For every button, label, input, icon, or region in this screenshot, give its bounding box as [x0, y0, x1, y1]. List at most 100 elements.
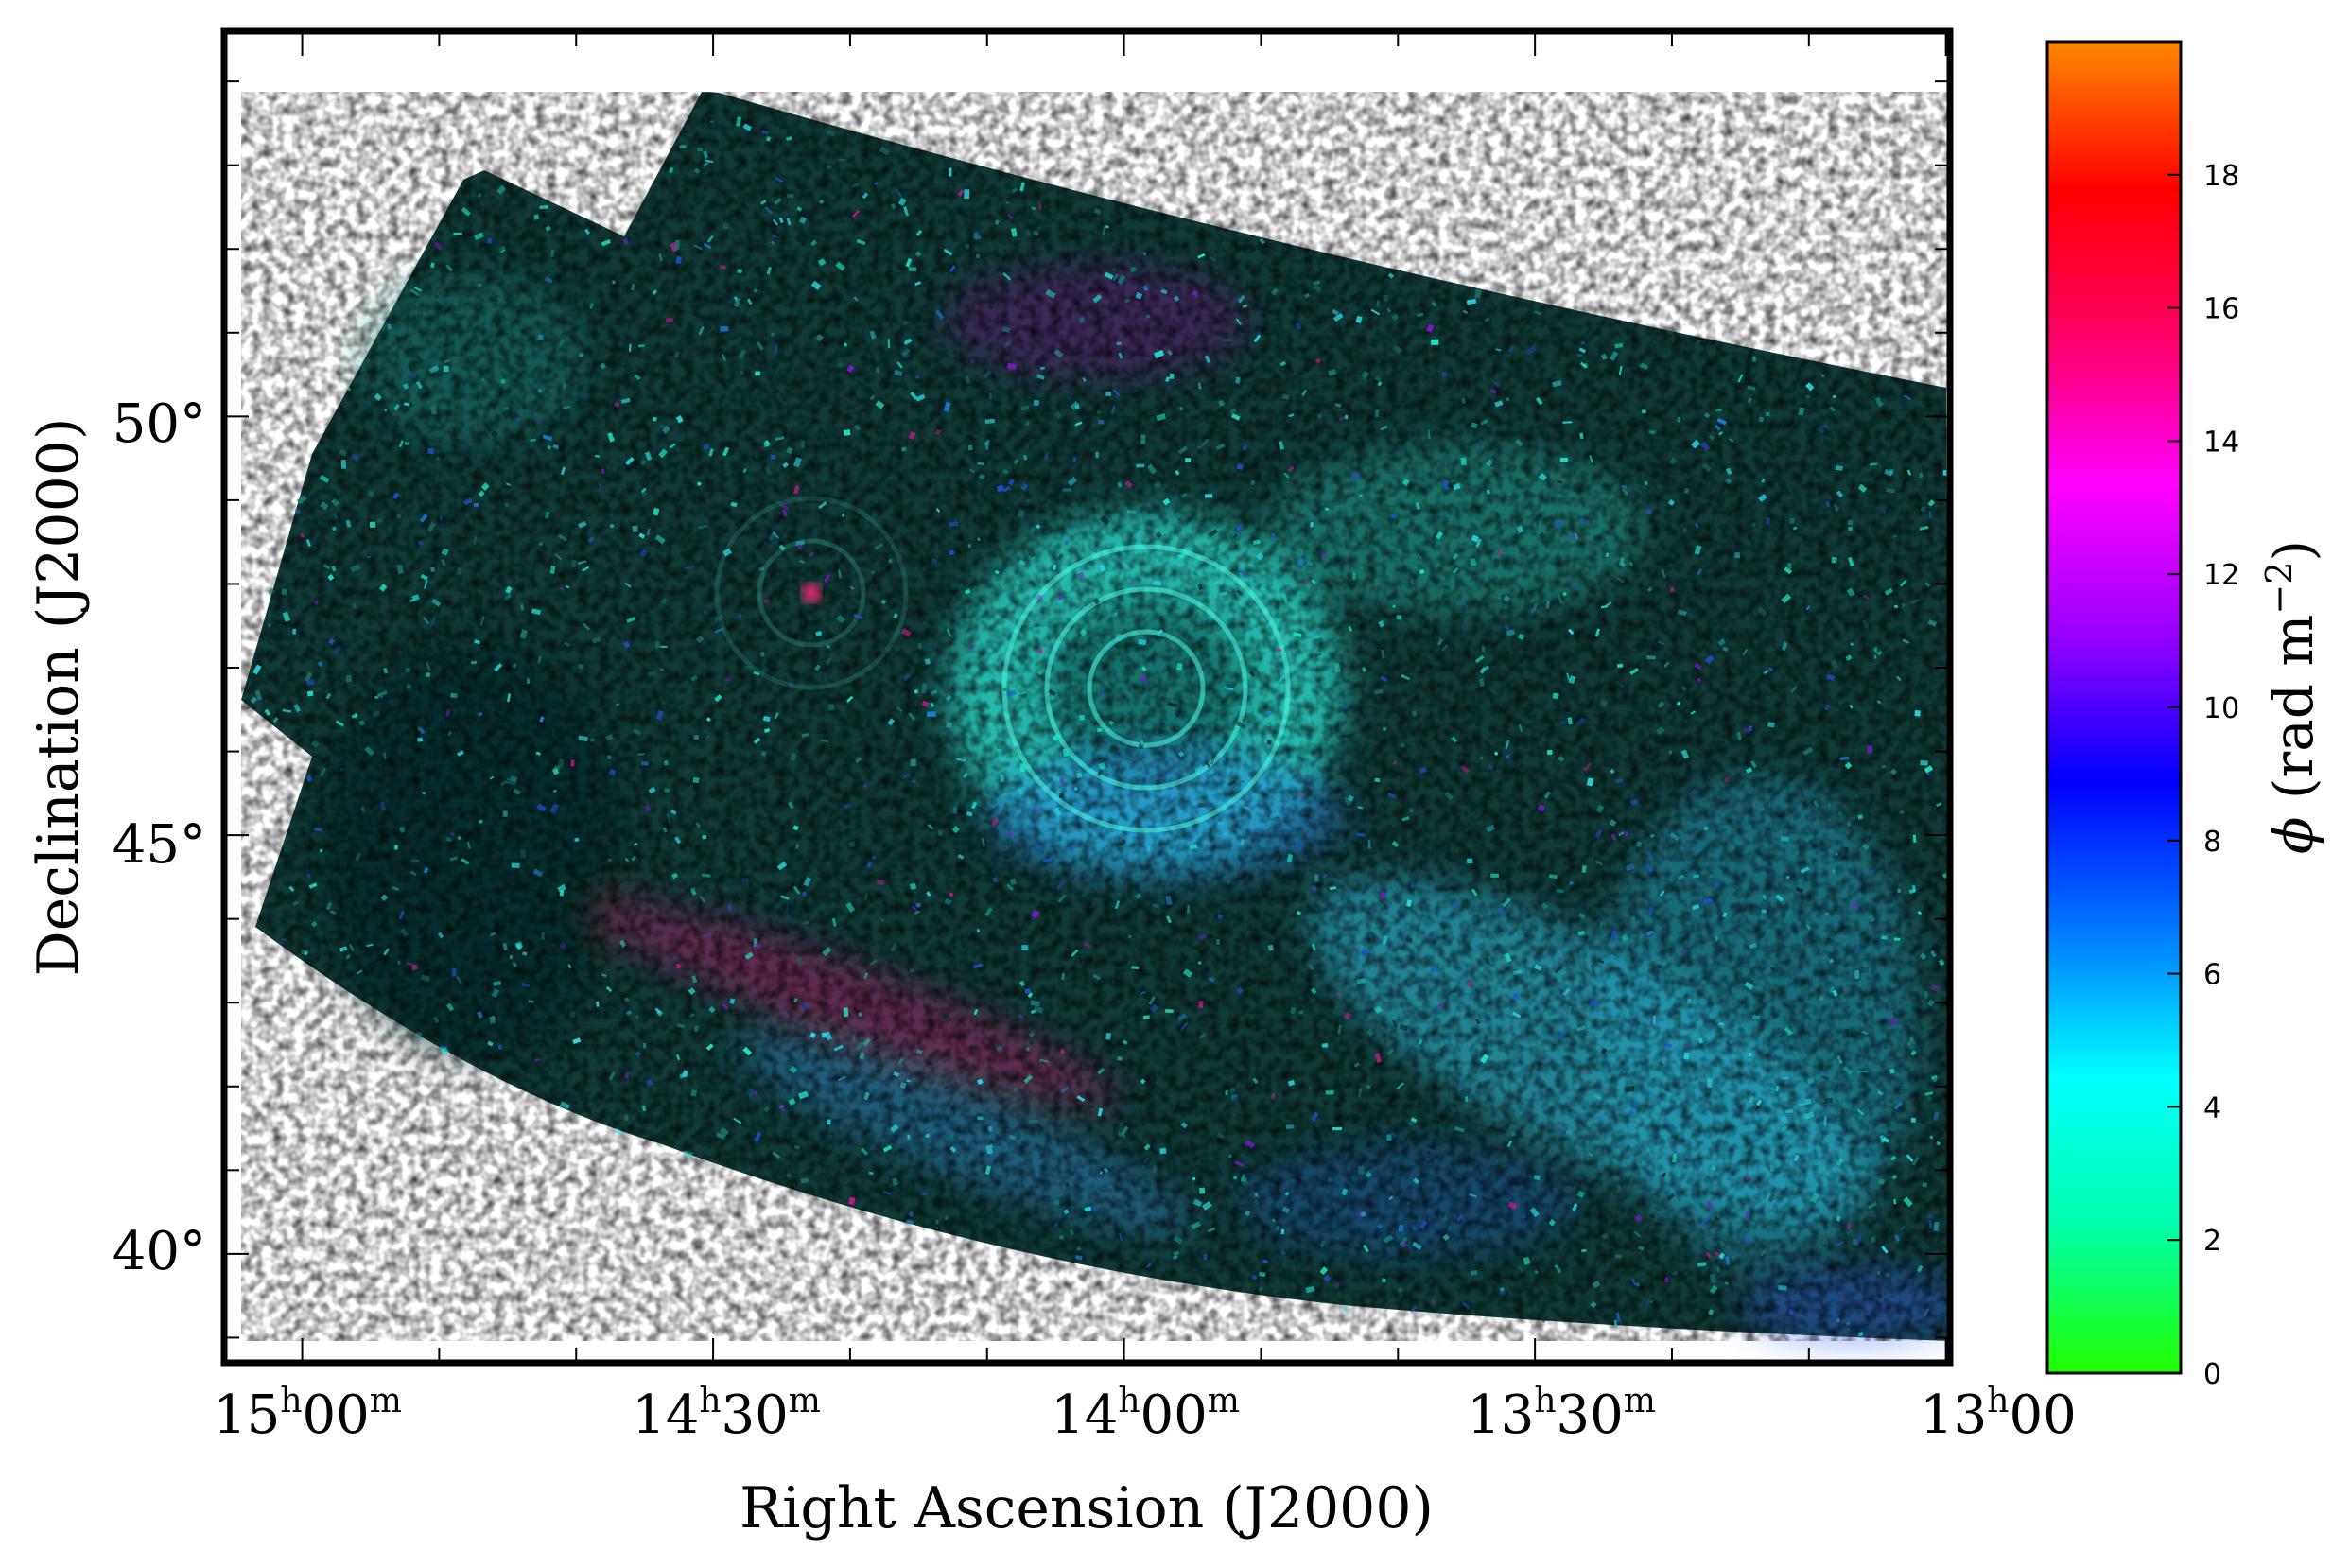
- map-speckle: [1363, 1244, 1369, 1253]
- map-speckle: [744, 951, 754, 960]
- map-speckle: [695, 821, 701, 828]
- map-speckle: [1889, 1016, 1899, 1027]
- map-speckle: [426, 671, 431, 677]
- map-speckle: [601, 238, 612, 247]
- map-speckle: [515, 943, 523, 950]
- map-speckle: [772, 235, 776, 238]
- map-speckle: [1330, 886, 1336, 890]
- map-speckle: [1725, 478, 1732, 485]
- map-speckle: [1677, 701, 1680, 706]
- map-speckle: [1016, 605, 1023, 615]
- map-speckle: [1365, 1165, 1372, 1173]
- map-speckle: [988, 497, 995, 503]
- map-speckle: [450, 831, 455, 837]
- map-speckle: [1113, 611, 1119, 617]
- map-speckle: [1148, 716, 1158, 723]
- map-speckle: [963, 960, 968, 964]
- map-speckle: [1227, 880, 1230, 885]
- map-speckle: [1406, 1201, 1411, 1206]
- map-speckle: [1475, 443, 1479, 450]
- map-speckle: [1618, 365, 1623, 375]
- map-speckle: [1805, 382, 1815, 392]
- map-speckle: [970, 801, 978, 810]
- map-speckle: [1254, 1192, 1259, 1197]
- map-speckle: [396, 564, 404, 575]
- map-speckle: [542, 434, 552, 441]
- map-speckle: [949, 1132, 955, 1142]
- map-speckle: [1142, 252, 1147, 256]
- map-speckle: [422, 311, 426, 317]
- map-speckle: [1448, 728, 1457, 737]
- map-speckle: [932, 994, 937, 1003]
- map-speckle: [369, 553, 375, 557]
- map-speckle: [1845, 1321, 1851, 1326]
- map-speckle: [1320, 552, 1328, 558]
- map-speckle: [1589, 999, 1599, 1008]
- map-speckle: [347, 784, 357, 793]
- map-speckle: [383, 752, 387, 760]
- map-speckle: [887, 718, 896, 726]
- map-speckle: [1484, 317, 1490, 322]
- map-speckle: [1836, 1158, 1844, 1167]
- map-speckle: [1493, 381, 1501, 388]
- map-speckle: [851, 1034, 857, 1042]
- map-speckle: [1279, 360, 1286, 367]
- map-speckle: [1709, 1284, 1718, 1295]
- map-speckle: [757, 566, 765, 572]
- map-speckle: [1504, 623, 1512, 634]
- map-speckle: [1027, 992, 1034, 999]
- map-speckle: [1695, 522, 1699, 529]
- map-speckle: [558, 586, 566, 591]
- map-speckle: [1486, 489, 1490, 495]
- map-speckle: [1058, 1234, 1065, 1240]
- map-speckle: [990, 185, 999, 195]
- map-speckle: [1417, 553, 1422, 560]
- map-speckle: [1321, 1043, 1329, 1048]
- map-speckle: [977, 1078, 984, 1086]
- map-speckle: [1060, 1086, 1070, 1093]
- map-speckle: [1581, 865, 1587, 874]
- map-speckle: [401, 400, 405, 405]
- map-speckle: [949, 265, 956, 272]
- map-speckle: [1451, 736, 1458, 743]
- map-speckle: [1761, 909, 1767, 914]
- map-speckle: [1846, 821, 1852, 828]
- map-speckle: [1919, 952, 1927, 961]
- map-speckle: [1911, 1156, 1920, 1166]
- map-speckle: [1766, 517, 1770, 525]
- map-speckle: [722, 548, 732, 557]
- map-speckle: [1705, 548, 1710, 552]
- map-speckle: [853, 613, 863, 620]
- map-speckle: [1745, 1211, 1749, 1219]
- map-speckle: [1259, 1272, 1266, 1277]
- map-speckle: [1069, 1228, 1074, 1236]
- map-speckle: [310, 920, 318, 928]
- map-speckle: [997, 732, 1005, 740]
- map-speckle: [506, 693, 512, 703]
- map-speckle: [1366, 1084, 1371, 1089]
- map-speckle: [712, 929, 719, 934]
- map-speckle: [372, 804, 380, 811]
- map-speckle: [1600, 604, 1609, 609]
- map-speckle: [1649, 1213, 1656, 1219]
- map-speckle: [967, 444, 973, 451]
- map-speckle: [1743, 727, 1751, 734]
- map-speckle: [1093, 207, 1102, 215]
- map-speckle: [664, 760, 669, 766]
- map-speckle: [634, 374, 641, 381]
- map-speckle: [431, 598, 442, 607]
- map-speckle: [1073, 786, 1079, 792]
- map-speckle: [1424, 921, 1434, 929]
- map-speckle: [624, 997, 630, 1002]
- map-speckle: [522, 951, 528, 956]
- map-speckle: [467, 594, 471, 602]
- map-speckle: [1460, 764, 1471, 775]
- map-speckle: [906, 1219, 914, 1225]
- map-speckle: [1357, 806, 1364, 810]
- map-speckle: [1578, 912, 1586, 919]
- map-speckle: [1582, 1069, 1589, 1073]
- map-speckle: [1713, 634, 1720, 641]
- map-speckle: [1317, 413, 1323, 419]
- map-speckle: [1458, 915, 1466, 921]
- map-speckle: [863, 1091, 870, 1101]
